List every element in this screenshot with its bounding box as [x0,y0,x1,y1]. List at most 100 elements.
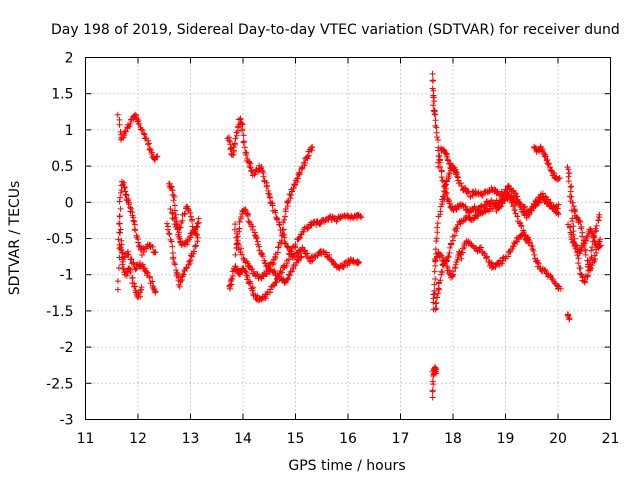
data-point [577,265,584,272]
data-point [146,274,153,281]
data-point [520,229,527,236]
data-point [462,184,469,191]
data-point [140,245,147,252]
data-point [448,240,455,247]
data-point [286,272,293,279]
data-point [115,220,122,227]
data-point [432,306,439,313]
data-point [262,260,269,267]
data-point [524,237,531,244]
data-point [580,242,587,249]
data-point [115,265,122,272]
data-point [131,283,138,290]
data-point [253,235,260,242]
data-point [301,247,308,254]
data-point [176,224,183,231]
data-point [432,111,439,118]
data-point [242,268,249,275]
data-point [432,122,439,129]
data-point [574,214,581,221]
data-point [188,217,195,224]
data-point [570,239,577,246]
data-point [530,248,537,255]
data-point [248,266,255,273]
data-point [357,213,364,220]
data-point [272,279,279,286]
data-point [443,153,450,160]
data-point [168,209,175,216]
data-point [432,117,439,124]
data-point [430,107,437,114]
data-point [481,250,488,257]
data-point [171,216,178,223]
data-point [117,129,124,136]
data-point [131,218,138,225]
data-point [271,282,278,289]
data-point [450,207,457,214]
data-point [129,274,136,281]
data-point [578,225,585,232]
data-point [187,257,194,264]
data-point [453,206,460,213]
data-point [284,243,291,250]
data-point [242,149,249,156]
x-tick-label: 12 [129,431,147,447]
data-point [358,214,365,221]
data-point [244,155,251,162]
data-point [330,262,337,269]
data-point [114,111,121,118]
data-point [167,205,174,212]
x-tick-label: 21 [602,431,620,447]
data-point [138,284,145,291]
data-point [136,121,143,128]
data-point [566,316,573,323]
data-point [121,128,128,135]
data-point [566,170,573,177]
data-point [596,211,603,218]
data-point [117,229,124,236]
data-point [432,368,439,375]
data-point [432,300,439,307]
data-point [442,181,449,188]
data-point [297,253,304,260]
data-point [432,246,439,253]
data-point [115,236,122,243]
data-point [471,203,478,210]
data-point [171,193,178,200]
data-point [437,156,444,163]
data-point [231,140,238,147]
data-point [584,273,591,280]
data-point [119,261,126,268]
data-point [296,234,303,241]
y-tick-label: -0.5 [46,232,73,248]
data-point [509,198,516,205]
data-point [568,183,575,190]
data-point [557,285,564,292]
data-point [280,226,287,233]
data-point [431,287,438,294]
data-point [566,224,573,231]
data-point [545,160,552,167]
data-point [128,256,135,263]
data-point [582,251,589,258]
data-point [433,370,440,377]
data-point [567,188,574,195]
data-point [296,169,303,176]
y-axis-label: SDTVAR / TECUs [7,181,23,296]
data-point [478,244,485,251]
data-point [483,254,490,261]
data-point [514,196,521,203]
data-point [190,248,197,255]
data-point [194,220,201,227]
data-point [259,253,266,260]
data-point [439,269,446,276]
data-point [169,243,176,250]
data-point [260,173,267,180]
data-point [122,128,129,135]
y-tick-label: -1.5 [46,304,73,320]
data-point [429,387,436,394]
data-point [512,190,519,197]
data-point [238,120,245,127]
data-point [467,193,474,200]
data-point [589,230,596,237]
